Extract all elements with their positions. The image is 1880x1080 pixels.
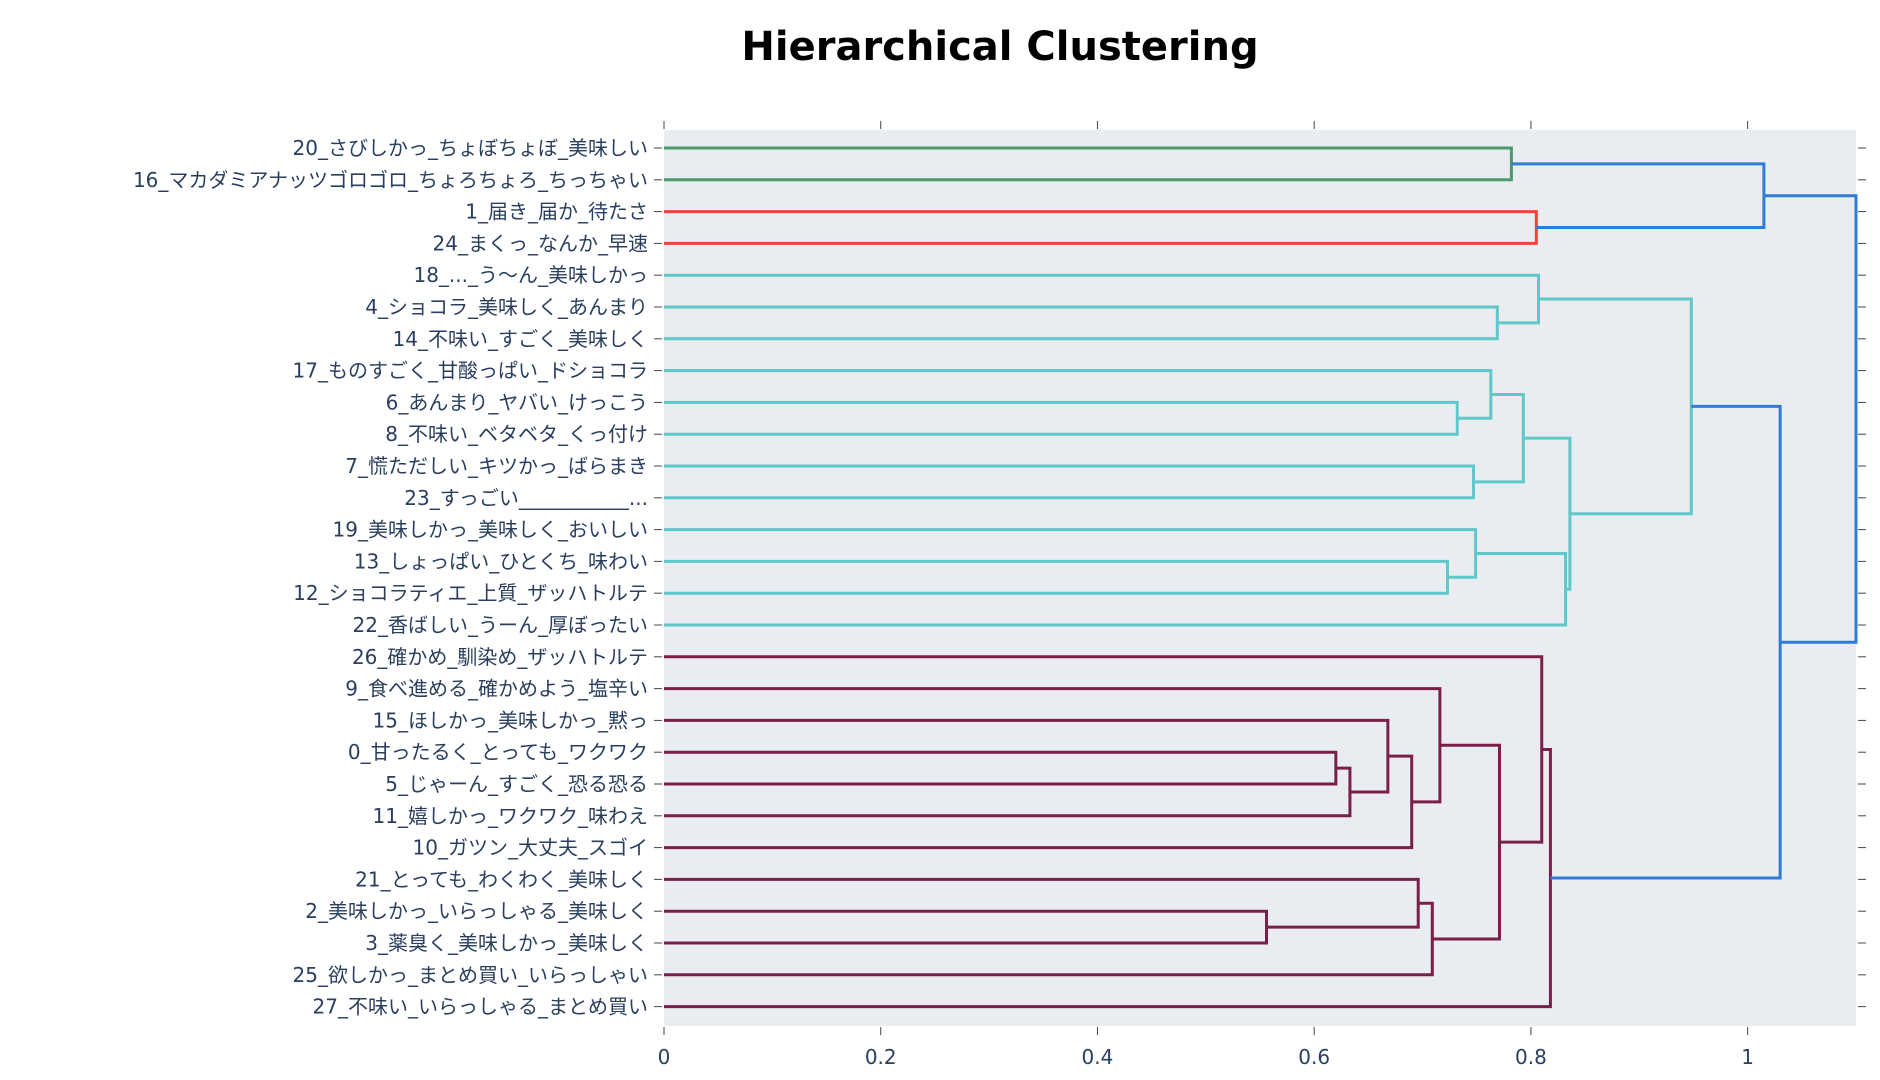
x-axis: 0 0.2 0.4 0.6 0.8 1 [654,121,1866,1069]
dendrogram-link [664,528,1478,579]
dendrogram-link [664,750,1338,786]
leaf-labels: 20_さびしかっ_ちょぼちょぼ_美味しい 16_マカダミアナッツゴロゴロ_ちょろち… [133,136,648,1019]
x-tick-label: 0.8 [1515,1045,1547,1069]
x-tick-label: 0.2 [865,1045,897,1069]
leaf-label: 18_..._う〜ん_美味しかっ [413,263,648,287]
dendrogram-link [664,400,1459,436]
dendrogram-link [1473,392,1525,484]
leaf-label: 15_ほしかっ_美味しかっ_黙っ [373,708,648,732]
leaf-label: 24_まくっ_なんか_早速 [433,231,648,255]
leaf-label: 13_しょっぱい_ひとくち_味わい [354,549,648,573]
dendrogram-link [1432,743,1501,941]
leaf-label: 6_あんまり_ヤバい_けっこう [386,390,648,414]
dendrogram-links [664,146,1858,1009]
leaf-label: 2_美味しかっ_いらっしゃる_美味しく [305,899,648,923]
leaf-label: 9_食べ進める_確かめよう_塩辛い [345,677,648,701]
leaf-label: 14_不味い_すごく_美味しく [393,327,648,351]
leaf-label: 4_ショコラ_美味しく_あんまり [365,295,648,319]
leaf-label: 27_不味い_いらっしゃる_まとめ買い [313,995,648,1019]
dendrogram-link [664,273,1540,325]
dendrogram-link [1763,194,1858,644]
leaf-label: 16_マカダミアナッツゴロゴロ_ちょろちょろ_ちっちゃい [133,168,648,192]
leaf-label: 8_不味い_ベタベタ_くっ付け [385,422,648,446]
dendrogram-link [664,687,1442,804]
dendrogram-link [664,909,1268,945]
x-tick-label: 0.6 [1298,1045,1330,1069]
dendrogram-link [1511,162,1766,229]
dendrogram-link [664,877,1420,929]
leaf-label: 11_嬉しかっ_ワクワク_味わえ [373,804,648,828]
leaf-label: 25_欲しかっ_まとめ買い_いらっしゃい [293,963,648,987]
leaf-label: 10_ガツン_大丈夫_スゴイ [413,836,648,860]
x-tick-label: 0.4 [1082,1045,1114,1069]
dendrogram-link [664,369,1493,420]
leaf-label: 21_とっても_わくわく_美味しく [355,867,648,891]
leaf-label: 5_じゃーん_すごく_恐る恐る [385,772,648,796]
leaf-label: 26_確かめ_馴染め_ザッハトルテ [352,645,648,669]
leaf-label: 3_薬臭く_美味しかっ_美味しく [365,931,648,955]
leaf-label: 0_甘ったるく_とっても_ワクワク [348,740,648,764]
leaf-label: 23_すっごい___________... [404,486,648,510]
plot-background [664,130,1856,1026]
leaf-label: 17_ものすごく_甘酸っぱい_ドショコラ [293,359,648,383]
dendrogram-link [664,766,1352,818]
dendrogram-link [664,747,1552,1009]
dendrogram-link [664,146,1513,182]
leaf-label: 1_届き_届か_待たさ [465,200,648,224]
leaf-label: 22_香ばしい_うーん_厚ぼったい [353,613,648,637]
leaf-label: 20_さびしかっ_ちょぼちょぼ_美味しい [293,136,648,160]
x-tick-label: 1 [1741,1045,1754,1069]
leaf-label: 19_美味しかっ_美味しく_おいしい [333,518,648,542]
x-tick-label: 0 [658,1045,671,1069]
leaf-label: 7_慌ただしい_キツかっ_ばらまき [345,454,648,478]
chart-title: Hierarchical Clustering [741,24,1258,70]
leaf-label: 12_ショコラティエ_上質_ザッハトルテ [293,581,648,605]
